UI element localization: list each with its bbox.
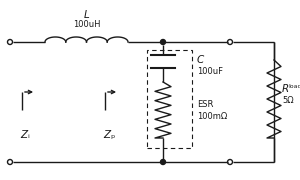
Text: R: R: [282, 84, 289, 94]
Text: C: C: [197, 55, 204, 65]
Text: L: L: [84, 10, 90, 20]
Text: Z: Z: [20, 130, 27, 140]
Circle shape: [160, 159, 166, 165]
Text: i: i: [27, 134, 29, 139]
Text: Z: Z: [103, 130, 110, 140]
Text: 100uF: 100uF: [197, 67, 223, 76]
Text: 100uH: 100uH: [73, 20, 101, 29]
Text: 5Ω: 5Ω: [282, 96, 294, 105]
Text: p: p: [110, 134, 114, 139]
Bar: [147, 50, 192, 148]
Text: load: load: [288, 84, 300, 89]
Circle shape: [160, 39, 166, 44]
Text: ESR: ESR: [197, 100, 213, 109]
Text: 100mΩ: 100mΩ: [197, 112, 227, 121]
